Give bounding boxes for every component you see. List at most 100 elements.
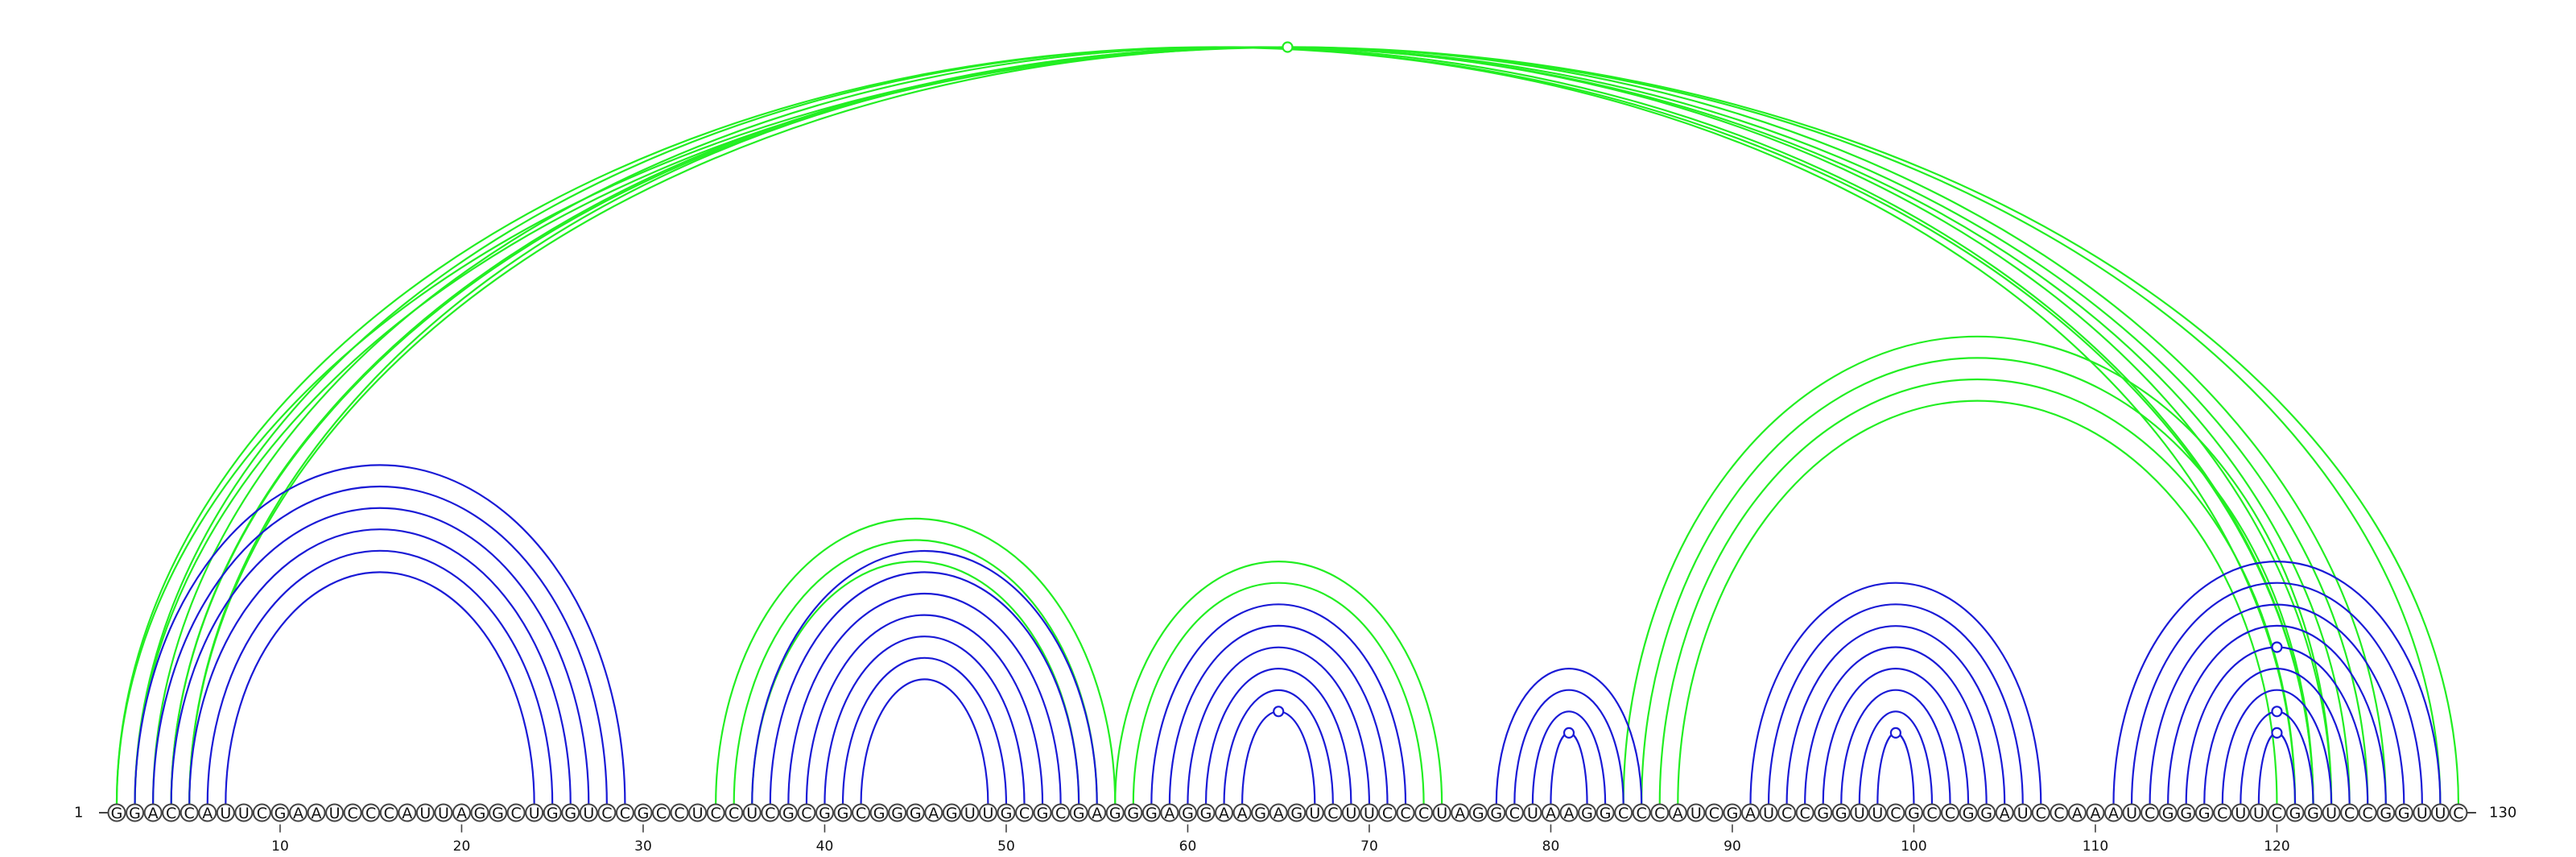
nucleotide-circle bbox=[688, 803, 708, 822]
blue-arc bbox=[1858, 710, 1934, 805]
nucleotide: A bbox=[198, 803, 217, 822]
nucleotide: G bbox=[489, 803, 508, 822]
nucleotide: U bbox=[2122, 803, 2141, 822]
nucleotide-letter: U bbox=[529, 805, 540, 822]
blue-arc bbox=[860, 678, 989, 805]
nucleotide-letter: C bbox=[2054, 805, 2064, 822]
nucleotide-letter: C bbox=[765, 805, 775, 822]
nucleotide-circle bbox=[107, 803, 126, 822]
nucleotide-circle bbox=[1033, 803, 1052, 822]
nucleotide: C bbox=[1886, 803, 1905, 822]
nucleotide-circle bbox=[1088, 803, 1107, 822]
green-arc bbox=[152, 46, 2314, 805]
blue-arc bbox=[1804, 646, 1988, 805]
nucleotide: G bbox=[997, 803, 1016, 822]
nucleotide-letter: U bbox=[1872, 805, 1883, 822]
nucleotide-letter: C bbox=[2036, 805, 2046, 822]
nucleotide: A bbox=[1668, 803, 1687, 822]
nucleotide: U bbox=[579, 803, 598, 822]
nucleotide-letter: C bbox=[1327, 805, 1338, 822]
green-arc bbox=[115, 46, 2460, 805]
nucleotide-circle bbox=[2140, 803, 2160, 822]
nucleotide: G bbox=[1251, 803, 1270, 822]
nucleotide-letter: C bbox=[1618, 805, 1629, 822]
nucleotide-circle bbox=[2430, 803, 2450, 822]
nucleotide: G bbox=[833, 803, 852, 822]
nucleotide-circle bbox=[1468, 803, 1488, 822]
nucleotide: A bbox=[452, 803, 471, 822]
nucleotide-letter: G bbox=[782, 805, 795, 822]
nucleotide-letter: C bbox=[674, 805, 684, 822]
blue-arc bbox=[1204, 668, 1352, 805]
nucleotide: G bbox=[942, 803, 961, 822]
nucleotide-circle bbox=[252, 803, 271, 822]
nucleotide-circle bbox=[1632, 803, 1651, 822]
nucleotide: G bbox=[634, 803, 653, 822]
nucleotide-circle bbox=[307, 803, 326, 822]
nucleotide-circle bbox=[2067, 803, 2087, 822]
nucleotide-letter: G bbox=[1109, 805, 1121, 822]
nucleotide-letter: G bbox=[1581, 805, 1593, 822]
nucleotide: C bbox=[2340, 803, 2359, 822]
nucleotide: C bbox=[1632, 803, 1651, 822]
blue-arc bbox=[1150, 603, 1407, 805]
nucleotide-letter: A bbox=[1219, 805, 1229, 822]
nucleotide: G bbox=[1904, 803, 1923, 822]
position-ticks: 10 20 30 40 50 60 70 80 90 100 110 120 bbox=[271, 824, 2290, 855]
nucleotide: U bbox=[2430, 803, 2450, 822]
nucleotide-circle bbox=[706, 803, 725, 822]
tick-label: 50 bbox=[997, 838, 1015, 855]
tick-label: 110 bbox=[2083, 838, 2108, 855]
nucleotide-circle bbox=[942, 803, 961, 822]
nucleotide-letter: G bbox=[910, 805, 922, 822]
nucleotide-circle bbox=[2122, 803, 2141, 822]
nucleotide: U bbox=[434, 803, 453, 822]
nucleotide-circle bbox=[1596, 803, 1615, 822]
nucleotide-letter: U bbox=[1690, 805, 1702, 822]
nucleotide-circle bbox=[1160, 803, 1179, 822]
nucleotide: C bbox=[180, 803, 199, 822]
nucleotide: C bbox=[1051, 803, 1071, 822]
nucleotide: G bbox=[1141, 803, 1161, 822]
nucleotide: A bbox=[1160, 803, 1179, 822]
nucleotide: C bbox=[1941, 803, 1960, 822]
nucleotide-letter: C bbox=[384, 805, 394, 822]
nucleotide-letter: G bbox=[837, 805, 849, 822]
nucleotide-letter: A bbox=[2108, 805, 2119, 822]
nucleotide-circle bbox=[2013, 803, 2033, 822]
nucleotide-circle bbox=[906, 803, 925, 822]
green-arcs bbox=[115, 41, 2460, 805]
green-arc bbox=[1658, 378, 2297, 805]
nucleotide-letter: C bbox=[184, 805, 195, 822]
nucleotide: U bbox=[325, 803, 345, 822]
nucleotide: U bbox=[2249, 803, 2268, 822]
nucleotide: C bbox=[1922, 803, 1942, 822]
nucleotide-circle bbox=[1578, 803, 1597, 822]
nucleotide: U bbox=[742, 803, 762, 822]
nucleotide-letter: U bbox=[1854, 805, 1865, 822]
start-position-label: 1 bbox=[74, 805, 83, 822]
nucleotide: U bbox=[1432, 803, 1451, 822]
noncanonical-pair-marker bbox=[1282, 41, 1294, 53]
nucleotide-circle bbox=[978, 803, 997, 822]
nucleotide-letter: A bbox=[1237, 805, 1248, 822]
blue-arc bbox=[1168, 624, 1389, 805]
nucleotide-circle bbox=[1196, 803, 1216, 822]
blue-arc bbox=[1187, 646, 1371, 805]
nucleotide: C bbox=[1777, 803, 1797, 822]
nucleotide-letter: C bbox=[856, 805, 866, 822]
blue-arc bbox=[2112, 561, 2442, 805]
nucleotide-circle bbox=[1487, 803, 1506, 822]
nucleotide-letter: C bbox=[257, 805, 267, 822]
green-arc bbox=[189, 48, 2386, 805]
tick-label: 60 bbox=[1179, 838, 1197, 855]
blue-arc bbox=[1876, 731, 1915, 805]
nucleotide-letter: C bbox=[348, 805, 358, 822]
nucleotide-letter: A bbox=[402, 805, 412, 822]
nucleotide-circle bbox=[1141, 803, 1161, 822]
nucleotide-circle bbox=[1105, 803, 1125, 822]
nucleotide-circle bbox=[506, 803, 526, 822]
nucleotide-circle bbox=[270, 803, 290, 822]
nucleotide-letter: A bbox=[1564, 805, 1575, 822]
nucleotide-letter: G bbox=[547, 805, 559, 822]
